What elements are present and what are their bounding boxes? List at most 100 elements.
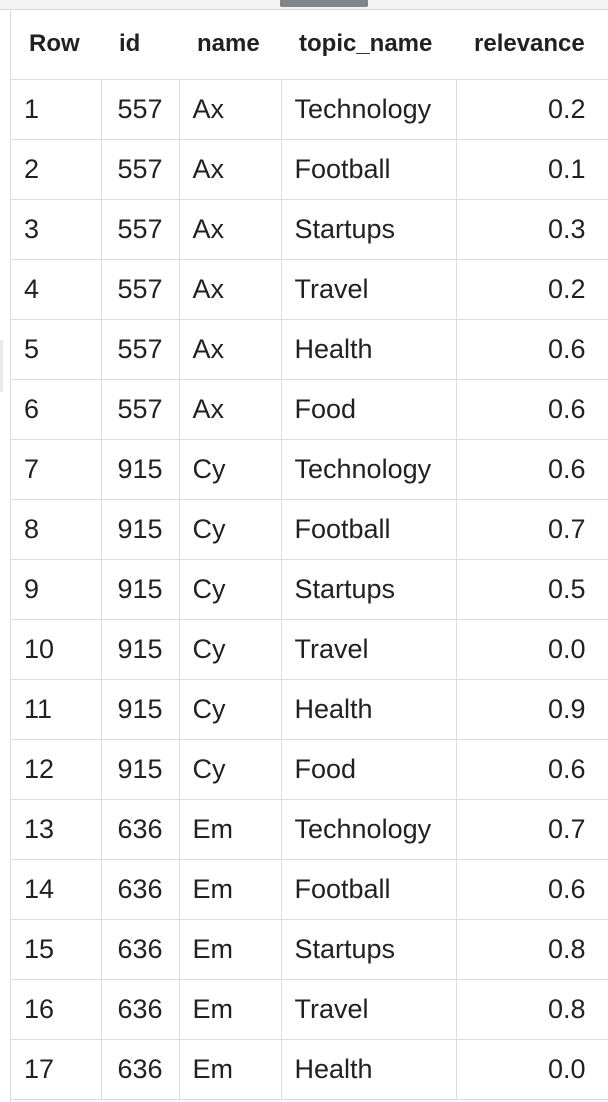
cell-row-number[interactable]: 14 <box>11 858 102 920</box>
cell-name[interactable]: Ax <box>178 198 282 260</box>
cell-topic-name[interactable]: Travel <box>280 618 457 680</box>
table-row[interactable]: 2 557 Ax Football 0.1 <box>11 138 608 200</box>
cell-topic-name[interactable]: Travel <box>280 978 457 1040</box>
cell-id[interactable]: 557 <box>100 198 180 260</box>
cell-row-number[interactable]: 8 <box>11 498 102 560</box>
cell-row-number[interactable]: 1 <box>11 78 102 140</box>
table-row[interactable]: 5 557 Ax Health 0.6 <box>11 318 608 380</box>
table-row[interactable]: 17 636 Em Health 0.0 <box>11 1038 608 1100</box>
table-row[interactable]: 15 636 Em Startups 0.8 <box>11 918 608 980</box>
cell-name[interactable]: Ax <box>178 138 282 200</box>
cell-topic-name[interactable]: Football <box>280 858 457 920</box>
cell-topic-name[interactable]: Technology <box>280 798 457 860</box>
cell-id[interactable]: 557 <box>100 378 180 440</box>
cell-relevance[interactable]: 0.9 <box>455 678 608 740</box>
cell-row-number[interactable]: 4 <box>11 258 102 320</box>
table-row[interactable]: 7 915 Cy Technology 0.6 <box>11 438 608 500</box>
cell-row-number[interactable]: 6 <box>11 378 102 440</box>
cell-relevance[interactable]: 0.1 <box>455 138 608 200</box>
cell-relevance[interactable]: 0.6 <box>455 738 608 800</box>
cell-topic-name[interactable]: Food <box>280 378 457 440</box>
cell-row-number[interactable]: 12 <box>11 738 102 800</box>
cell-id[interactable]: 636 <box>100 798 180 860</box>
column-header-topic-name[interactable]: topic_name <box>281 10 456 80</box>
cell-relevance[interactable]: 0.6 <box>455 378 608 440</box>
cell-id[interactable]: 557 <box>100 258 180 320</box>
cell-relevance[interactable]: 0.0 <box>455 618 608 680</box>
cell-topic-name[interactable]: Travel <box>280 258 457 320</box>
cell-id[interactable]: 915 <box>100 498 180 560</box>
table-row[interactable]: 6 557 Ax Food 0.6 <box>11 378 608 440</box>
cell-row-number[interactable]: 15 <box>11 918 102 980</box>
cell-row-number[interactable]: 11 <box>11 678 102 740</box>
cell-name[interactable]: Cy <box>178 438 282 500</box>
cell-row-number[interactable]: 13 <box>11 798 102 860</box>
cell-relevance[interactable]: 0.3 <box>455 198 608 260</box>
column-header-name[interactable]: name <box>179 10 281 80</box>
table-row[interactable]: 10 915 Cy Travel 0.0 <box>11 618 608 680</box>
table-row[interactable]: 1 557 Ax Technology 0.2 <box>11 78 608 140</box>
cell-name[interactable]: Ax <box>178 318 282 380</box>
cell-row-number[interactable]: 16 <box>11 978 102 1040</box>
cell-relevance[interactable]: 0.7 <box>455 798 608 860</box>
cell-topic-name[interactable]: Health <box>280 1038 457 1100</box>
cell-id[interactable]: 915 <box>100 558 180 620</box>
cell-id[interactable]: 636 <box>100 978 180 1040</box>
cell-name[interactable]: Ax <box>178 378 282 440</box>
table-row[interactable]: 13 636 Em Technology 0.7 <box>11 798 608 860</box>
cell-topic-name[interactable]: Health <box>280 678 457 740</box>
cell-topic-name[interactable]: Health <box>280 318 457 380</box>
table-row[interactable]: 11 915 Cy Health 0.9 <box>11 678 608 740</box>
column-header-relevance[interactable]: relevance <box>456 10 608 80</box>
table-row[interactable]: 16 636 Em Travel 0.8 <box>11 978 608 1040</box>
cell-relevance[interactable]: 0.0 <box>455 1038 608 1100</box>
cell-topic-name[interactable]: Technology <box>280 438 457 500</box>
column-header-row[interactable]: Row <box>11 10 101 80</box>
cell-id[interactable]: 557 <box>100 78 180 140</box>
cell-name[interactable]: Cy <box>178 678 282 740</box>
cell-relevance[interactable]: 0.5 <box>455 558 608 620</box>
cell-relevance[interactable]: 0.6 <box>455 438 608 500</box>
cell-row-number[interactable]: 17 <box>11 1038 102 1100</box>
cell-row-number[interactable]: 10 <box>11 618 102 680</box>
cell-id[interactable]: 636 <box>100 858 180 920</box>
cell-relevance[interactable]: 0.2 <box>455 258 608 320</box>
cell-topic-name[interactable]: Startups <box>280 558 457 620</box>
cell-id[interactable]: 636 <box>100 1038 180 1100</box>
column-header-id[interactable]: id <box>101 10 179 80</box>
table-row[interactable]: 3 557 Ax Startups 0.3 <box>11 198 608 260</box>
cell-name[interactable]: Em <box>178 1038 282 1100</box>
table-row[interactable]: 12 915 Cy Food 0.6 <box>11 738 608 800</box>
cell-id[interactable]: 557 <box>100 138 180 200</box>
cell-name[interactable]: Em <box>178 798 282 860</box>
cell-topic-name[interactable]: Startups <box>280 198 457 260</box>
cell-row-number[interactable]: 7 <box>11 438 102 500</box>
cell-name[interactable]: Cy <box>178 738 282 800</box>
cell-name[interactable]: Em <box>178 978 282 1040</box>
cell-name[interactable]: Cy <box>178 618 282 680</box>
cell-id[interactable]: 915 <box>100 738 180 800</box>
cell-topic-name[interactable]: Food <box>280 738 457 800</box>
table-row[interactable]: 4 557 Ax Travel 0.2 <box>11 258 608 320</box>
cell-id[interactable]: 915 <box>100 438 180 500</box>
cell-id[interactable]: 557 <box>100 318 180 380</box>
cell-relevance[interactable]: 0.6 <box>455 858 608 920</box>
cell-relevance[interactable]: 0.8 <box>455 978 608 1040</box>
cell-row-number[interactable]: 5 <box>11 318 102 380</box>
gutter-resize-mark[interactable] <box>0 340 3 392</box>
cell-id[interactable]: 915 <box>100 618 180 680</box>
cell-name[interactable]: Cy <box>178 498 282 560</box>
cell-name[interactable]: Cy <box>178 558 282 620</box>
cell-name[interactable]: Em <box>178 918 282 980</box>
cell-topic-name[interactable]: Football <box>280 498 457 560</box>
cell-relevance[interactable]: 0.2 <box>455 78 608 140</box>
cell-name[interactable]: Ax <box>178 78 282 140</box>
cell-row-number[interactable]: 3 <box>11 198 102 260</box>
cell-topic-name[interactable]: Technology <box>280 78 457 140</box>
cell-topic-name[interactable]: Football <box>280 138 457 200</box>
table-row[interactable]: 9 915 Cy Startups 0.5 <box>11 558 608 620</box>
cell-relevance[interactable]: 0.7 <box>455 498 608 560</box>
cell-id[interactable]: 915 <box>100 678 180 740</box>
resize-drag-handle[interactable] <box>280 0 368 7</box>
cell-name[interactable]: Em <box>178 858 282 920</box>
